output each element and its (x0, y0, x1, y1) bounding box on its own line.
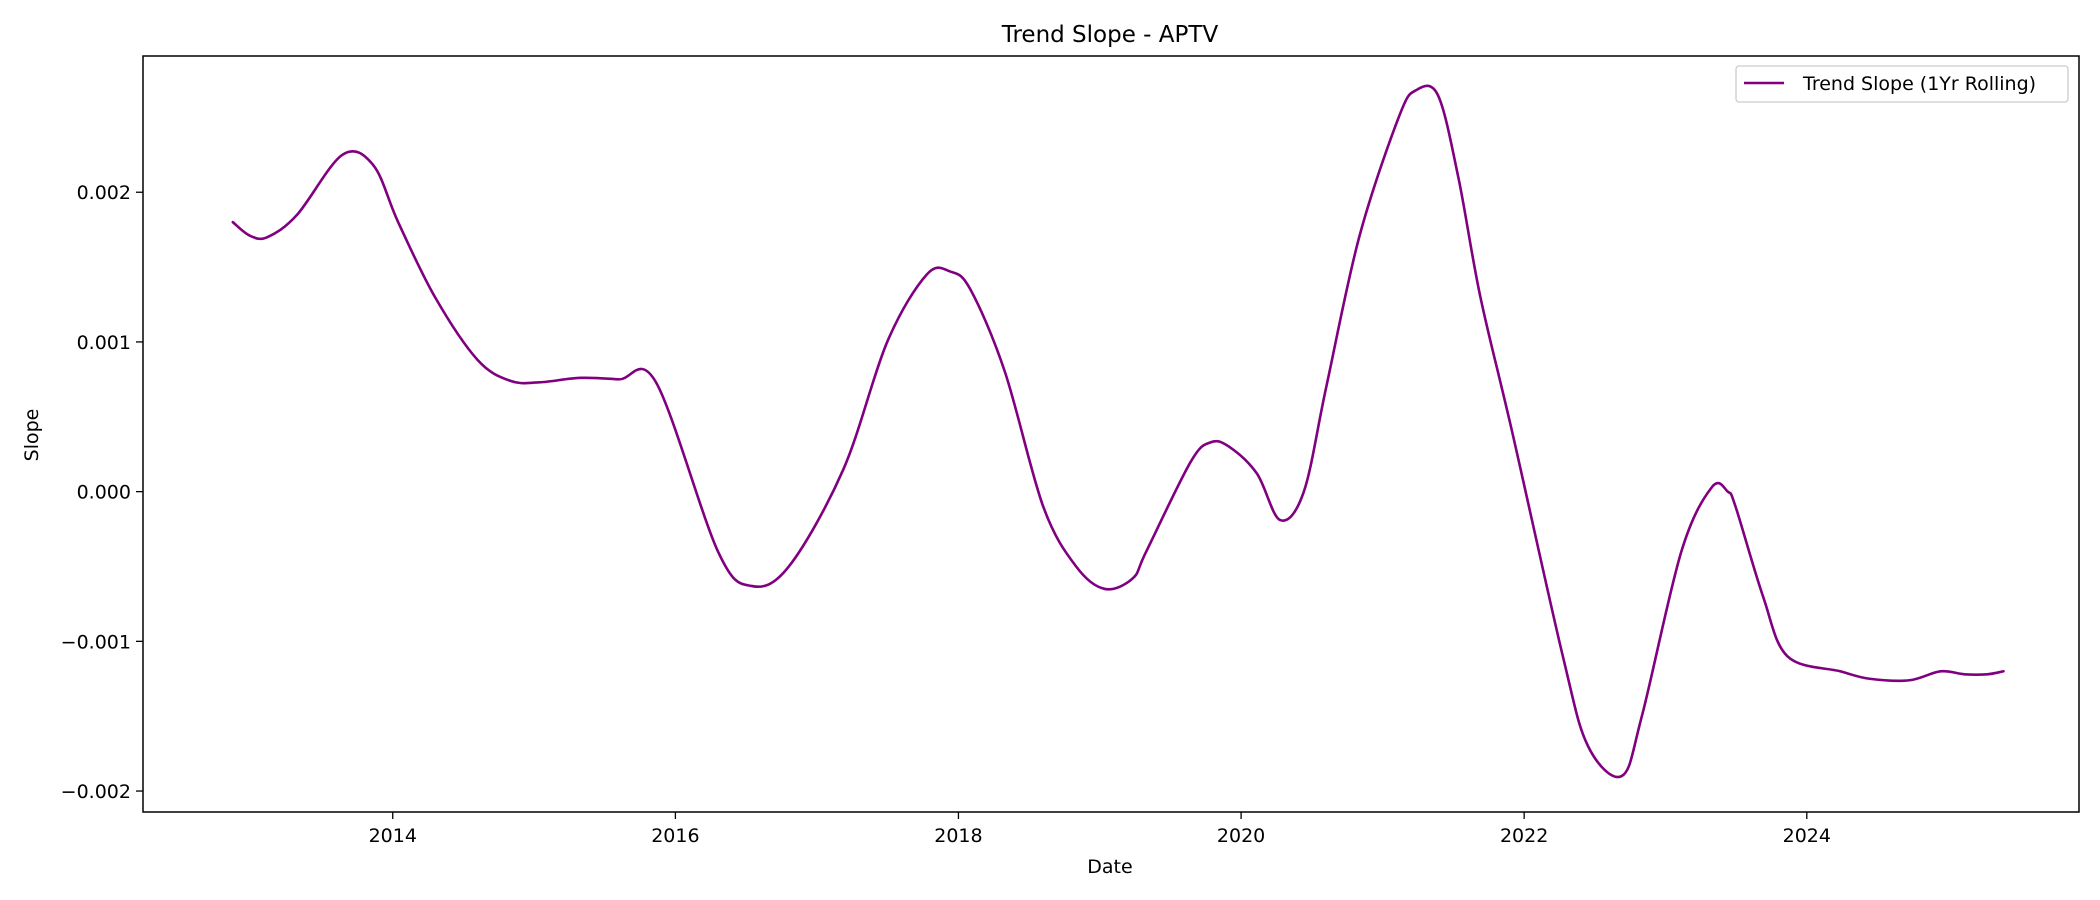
x-axis-label: Date (1087, 856, 1132, 878)
legend-label: Trend Slope (1Yr Rolling) (1802, 73, 2036, 95)
trend-slope-line (231, 84, 2005, 779)
y-tick-label: −0.001 (61, 631, 131, 653)
x-tick-label: 2018 (934, 825, 982, 847)
x-tick-label: 2022 (1500, 825, 1548, 847)
y-tick-label: 0.000 (77, 482, 131, 504)
x-tick-label: 2020 (1217, 825, 1265, 847)
legend: Trend Slope (1Yr Rolling) (1735, 65, 2069, 103)
legend-box (1735, 65, 2069, 103)
x-axis: 2014 2016 2018 2020 2022 2024 (369, 812, 1831, 847)
x-tick-label: 2016 (651, 825, 699, 847)
plot-area: 2014 2016 2018 2020 2022 2024 0.002 0.001 0.000… (61, 55, 2080, 847)
y-axis-label: Slope (21, 409, 43, 462)
x-tick-label: 2014 (369, 825, 417, 847)
y-tick-label: 0.001 (77, 332, 131, 354)
x-tick-label: 2024 (1783, 825, 1831, 847)
plot-frame (142, 55, 2080, 813)
y-tick-label: 0.002 (77, 182, 131, 204)
y-tick-label: −0.002 (61, 781, 131, 803)
y-axis: 0.002 0.001 0.000 −0.001 −0.002 (61, 182, 143, 803)
chart-title: Trend Slope - APTV (1001, 22, 1219, 48)
